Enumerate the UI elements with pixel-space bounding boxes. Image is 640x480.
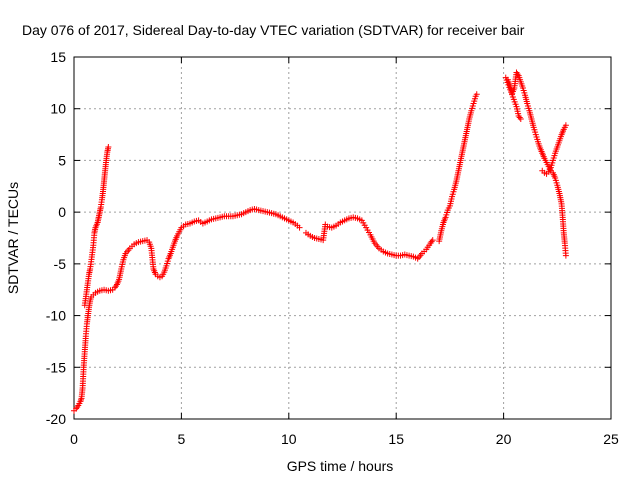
data-point (562, 252, 569, 259)
data-point (429, 237, 436, 244)
x-tick-label: 15 (388, 431, 404, 447)
x-tick-label: 10 (281, 431, 297, 447)
y-tick-label: 5 (58, 152, 66, 168)
axis-ticks: 0 5 10 15 20 25 15 10 5 0 -5 -10 -15 -20 (46, 49, 619, 447)
x-tick-label: 0 (70, 431, 78, 447)
x-tick-label: 25 (603, 431, 619, 447)
data-series (302, 214, 436, 262)
data-point (473, 91, 480, 98)
y-tick-label: 15 (50, 49, 66, 65)
y-tick-label: -15 (46, 359, 66, 375)
data-point (562, 122, 569, 129)
data-series (71, 206, 303, 414)
y-axis-title: SDTVAR / TECUs (5, 182, 21, 294)
grid (74, 57, 611, 419)
x-axis-title: GPS time / hours (287, 458, 394, 474)
data-point (105, 143, 112, 150)
data-point (517, 116, 524, 123)
y-tick-label: -10 (46, 308, 66, 324)
data-point (296, 224, 303, 231)
x-tick-label: 5 (178, 431, 186, 447)
data-series (81, 143, 112, 309)
y-tick-label: 0 (58, 204, 66, 220)
data-series (502, 69, 569, 259)
y-tick-label: -5 (54, 256, 67, 272)
data-series (436, 91, 480, 245)
chart-title: Day 076 of 2017, Sidereal Day-to-day VTE… (22, 22, 525, 38)
plot-frame (73, 56, 612, 420)
y-tick-label: -20 (46, 411, 66, 427)
data-series (539, 122, 569, 177)
x-tick-label: 20 (496, 431, 512, 447)
data-markers (71, 69, 569, 414)
y-tick-label: 10 (50, 101, 66, 117)
